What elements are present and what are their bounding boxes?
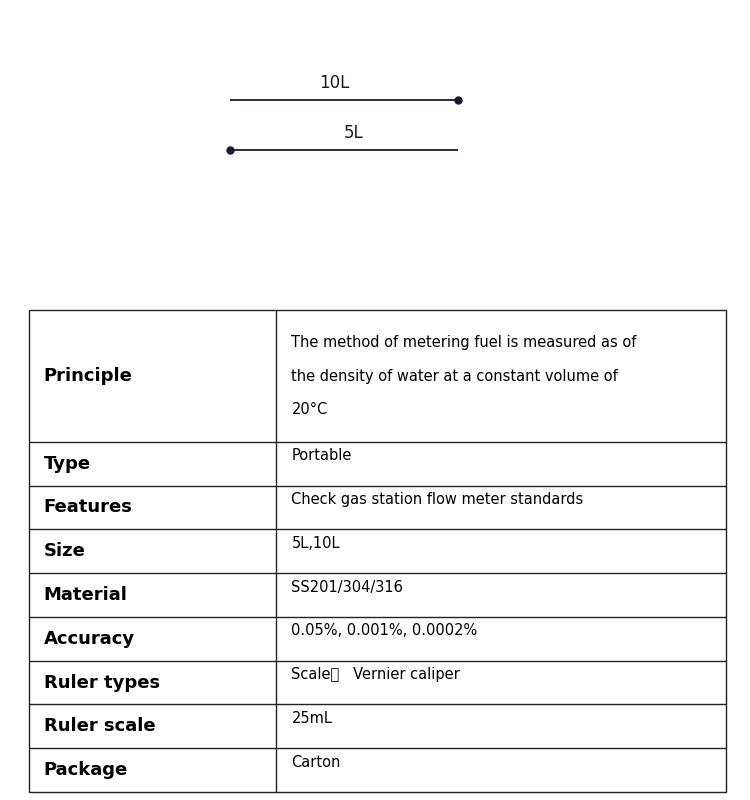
Text: Carton: Carton <box>292 754 340 770</box>
Text: Ruler scale: Ruler scale <box>44 718 155 735</box>
Text: Size: Size <box>44 542 86 560</box>
Text: Ruler types: Ruler types <box>44 674 160 691</box>
Text: Check gas station flow meter standards: Check gas station flow meter standards <box>292 492 584 507</box>
Text: Type: Type <box>44 454 91 473</box>
Text: Material: Material <box>44 586 128 604</box>
Text: 5L: 5L <box>344 124 364 142</box>
Text: SS201/304/316: SS201/304/316 <box>292 580 404 594</box>
Text: Scale，   Vernier caliper: Scale， Vernier caliper <box>292 667 460 682</box>
Text: Features: Features <box>44 498 133 517</box>
Text: the density of water at a constant volume of: the density of water at a constant volum… <box>292 369 618 383</box>
Text: Package: Package <box>44 761 128 779</box>
Text: Accuracy: Accuracy <box>44 630 135 648</box>
Text: 5L,10L: 5L,10L <box>292 536 340 551</box>
Text: 0.05%, 0.001%, 0.0002%: 0.05%, 0.001%, 0.0002% <box>292 623 478 638</box>
Text: 10L: 10L <box>319 74 350 92</box>
Text: 25mL: 25mL <box>292 711 332 726</box>
Text: Principle: Principle <box>44 367 133 385</box>
Text: The method of metering fuel is measured as of: The method of metering fuel is measured … <box>292 335 637 350</box>
Text: Portable: Portable <box>292 448 352 463</box>
Text: 20°C: 20°C <box>292 402 328 417</box>
